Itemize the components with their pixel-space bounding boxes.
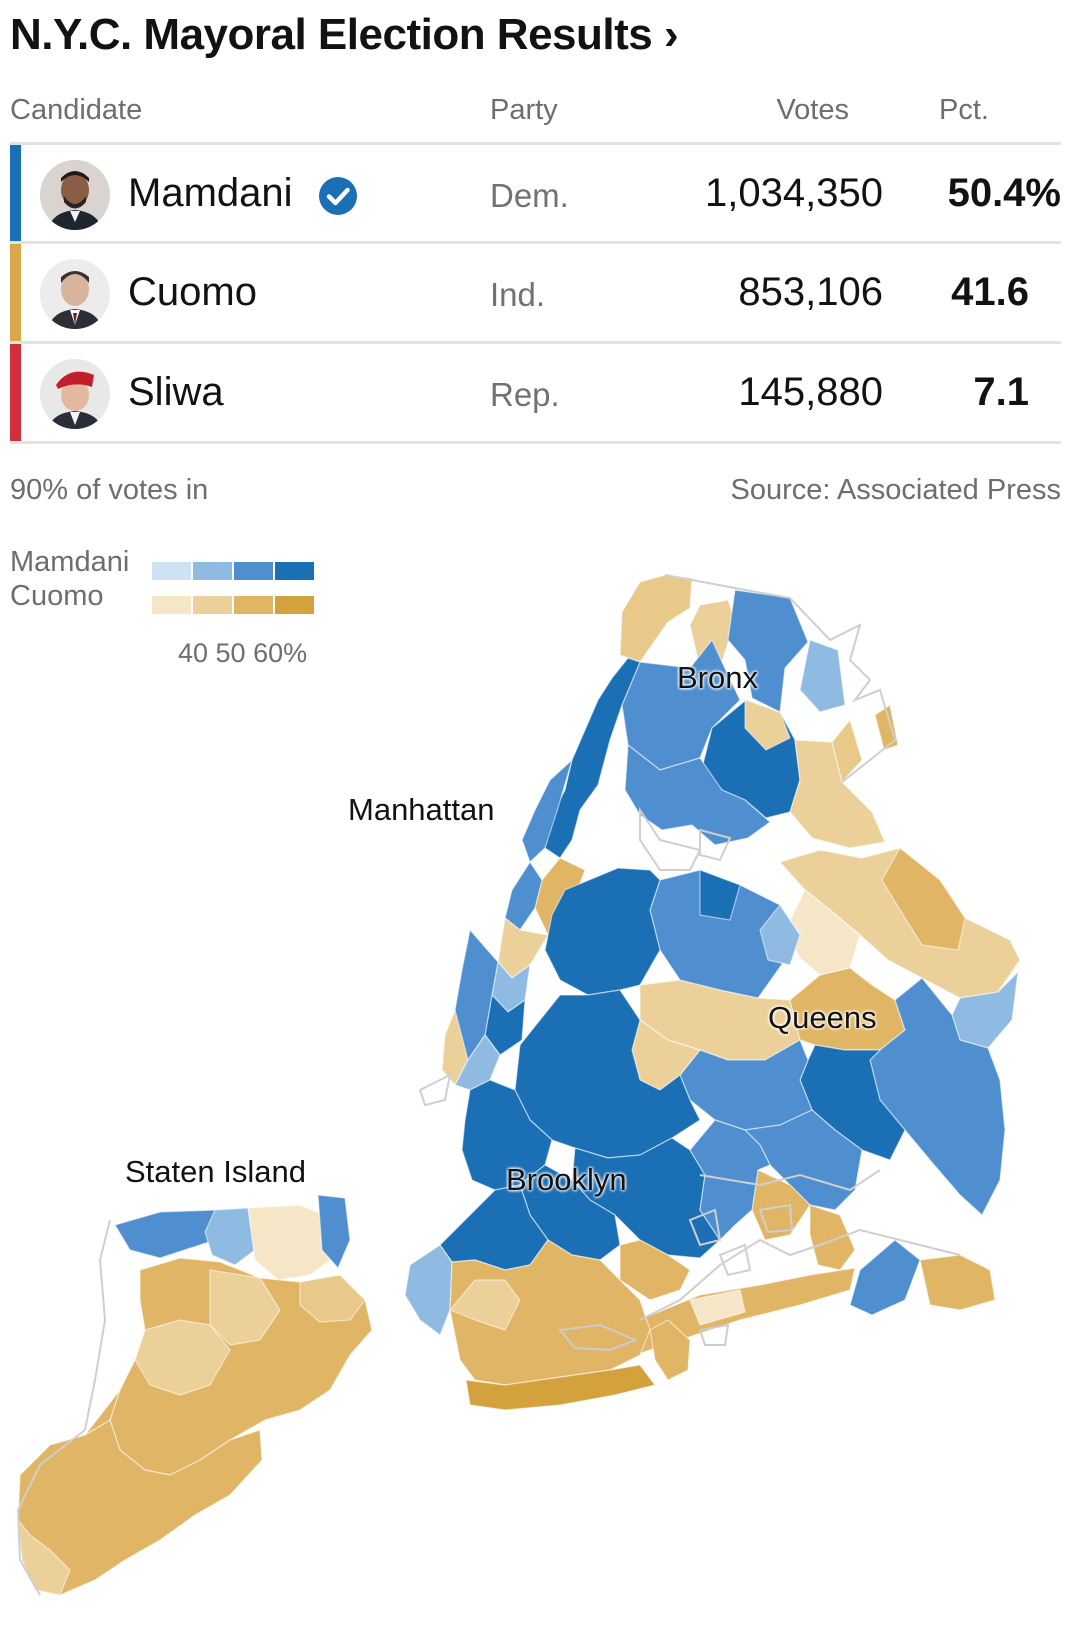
candidate-pct: 7.1 (973, 370, 1029, 414)
legend-scale-labels: 40 50 60% (178, 638, 308, 668)
legend-swatch-mamdani-1 (152, 562, 191, 580)
candidate-name: Cuomo (128, 270, 257, 314)
borough-label-manhattan: Manhattan (348, 792, 495, 827)
column-header-party: Party (490, 94, 558, 126)
map-region-manhattan (441, 657, 641, 1091)
candidate-votes: 853,106 (738, 270, 883, 314)
divider (10, 142, 1061, 145)
divider (10, 241, 1061, 244)
candidate-party: Dem. (490, 177, 569, 214)
coastline-outlines (16, 574, 961, 1596)
divider (10, 441, 1061, 444)
legend-swatch-mamdani-2 (193, 562, 232, 580)
map-region-queens (614, 847, 1021, 1361)
candidate-name: Sliwa (128, 370, 224, 414)
legend-swatch-cuomo-2 (193, 596, 232, 614)
harbor-islands (558, 1323, 730, 1352)
candidate-pct: 50.4% (947, 171, 1061, 215)
legend-swatch-cuomo-3 (234, 596, 273, 614)
page-title[interactable]: N.Y.C. Mayoral Election Results › (10, 10, 679, 59)
divider (10, 341, 1061, 344)
candidate-party: Rep. (490, 376, 560, 413)
table-row-mamdani[interactable]: Mamdani Dem. 1,034,350 50.4% (0, 145, 1071, 245)
source-note: Source: Associated Press (730, 474, 1061, 506)
avatar-cuomo (40, 259, 110, 329)
legend-swatch-cuomo-1 (152, 596, 191, 614)
borough-label-staten-island: Staten Island (125, 1154, 306, 1189)
party-color-bar (10, 145, 21, 245)
table-row-sliwa[interactable]: Sliwa Rep. 145,880 7.1 (0, 344, 1071, 444)
avatar-mamdani (40, 160, 110, 230)
legend-swatch-mamdani-3 (234, 562, 273, 580)
winner-check-icon (319, 177, 357, 215)
avatar-sliwa (40, 359, 110, 429)
table-row-cuomo[interactable]: Cuomo Ind. 853,106 41.6 (0, 244, 1071, 344)
borough-label-queens: Queens (768, 1000, 877, 1035)
legend-label-mamdani: Mamdani (10, 546, 130, 578)
column-header-votes: Votes (776, 94, 849, 126)
borough-label-brooklyn: Brooklyn (506, 1162, 627, 1197)
map-region-staten-island (17, 1194, 373, 1596)
candidate-votes: 145,880 (738, 370, 883, 414)
candidate-votes: 1,034,350 (705, 171, 883, 215)
map-region-bronx (619, 574, 899, 849)
table-header: Candidate Party Votes Pct. (0, 94, 1071, 142)
party-color-bar (10, 344, 21, 444)
legend-label-cuomo: Cuomo (10, 580, 104, 612)
candidate-pct: 41.6 (951, 270, 1029, 314)
reporting-status: 90% of votes in (10, 474, 209, 506)
column-header-pct: Pct. (939, 94, 989, 126)
map-region-brooklyn (404, 867, 771, 1411)
legend-swatch-cuomo-4 (275, 596, 314, 614)
candidate-name: Mamdani (128, 171, 293, 215)
legend-swatch-mamdani-4 (275, 562, 314, 580)
column-header-candidate: Candidate (10, 94, 143, 126)
party-color-bar (10, 244, 21, 344)
candidate-party: Ind. (490, 276, 546, 313)
borough-label-bronx: Bronx (677, 660, 758, 695)
